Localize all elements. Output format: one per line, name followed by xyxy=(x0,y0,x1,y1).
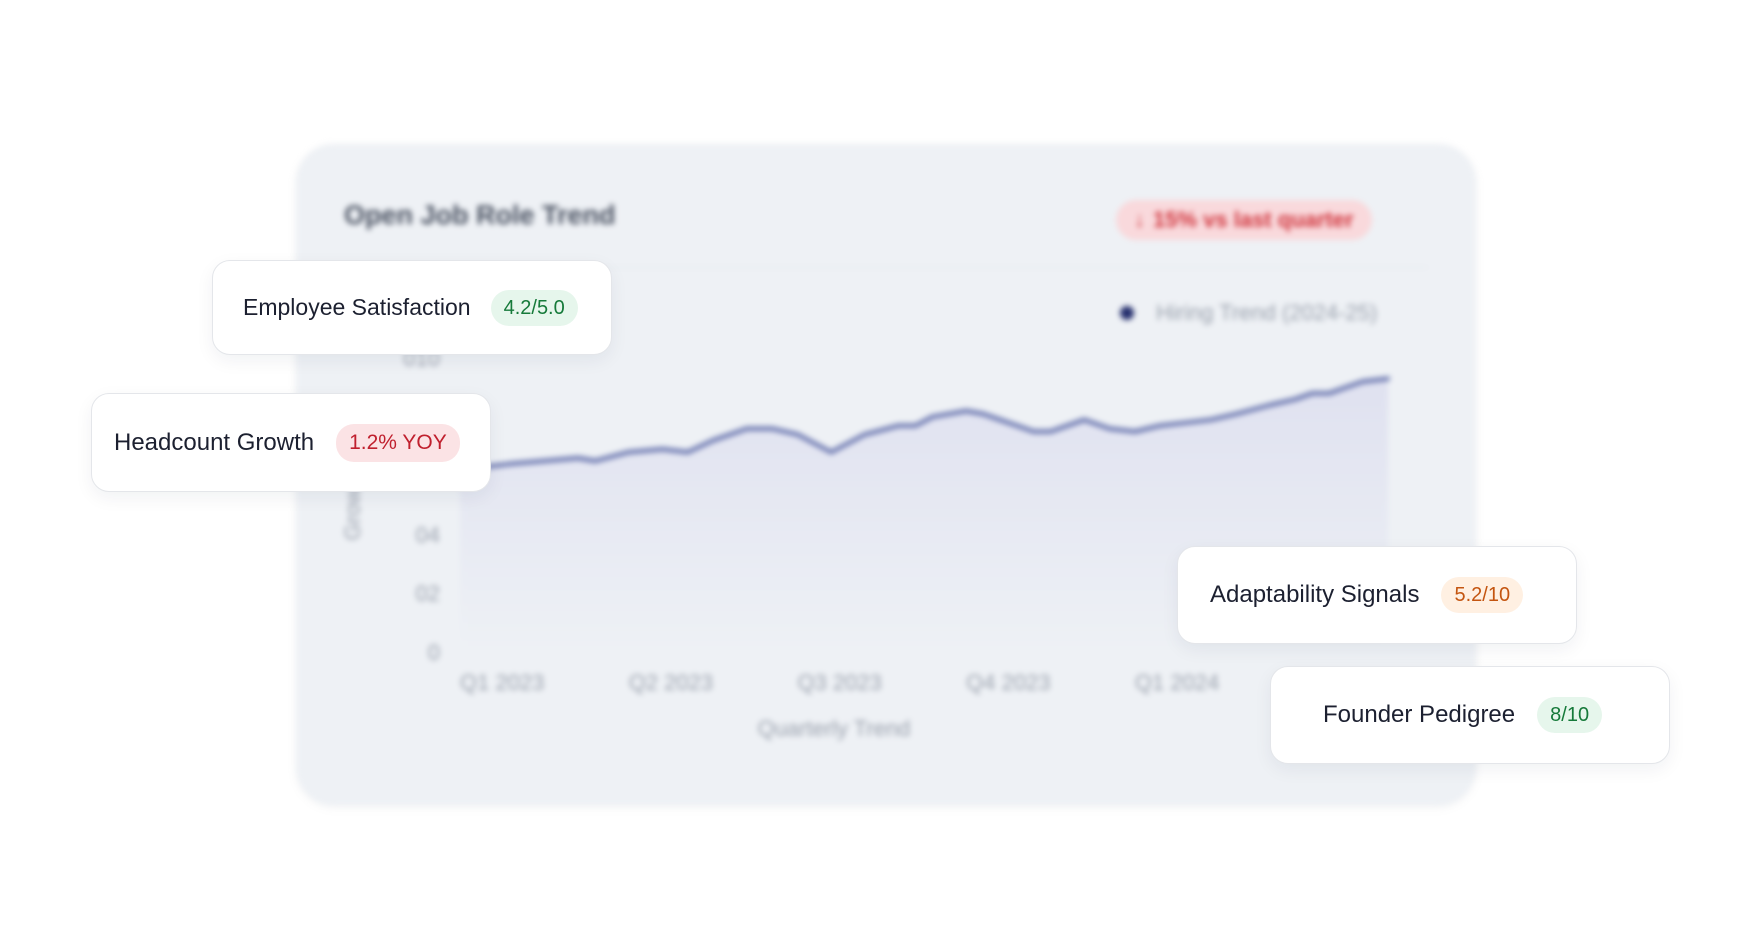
metric-badge: 5.2/10 xyxy=(1441,577,1524,613)
x-tick-label: Q1 2024 xyxy=(1135,670,1219,695)
x-tick-label: Q3 2023 xyxy=(797,670,881,695)
metric-badge: 8/10 xyxy=(1537,697,1603,733)
y-tick-label: 04 xyxy=(416,522,440,547)
series-area xyxy=(460,378,1388,652)
x-tick-label: Q4 2023 xyxy=(966,670,1050,695)
metric-card-founder-pedigree: Founder Pedigree 8/10 xyxy=(1270,666,1670,764)
metric-card-headcount-growth: Headcount Growth 1.2% YOY xyxy=(91,393,491,492)
trend-badge: ↓ 15% vs last quarter xyxy=(1116,200,1372,240)
chart-legend: Hiring Trend (2024-25) xyxy=(1120,300,1377,326)
metric-card-adaptability-signals: Adaptability Signals 5.2/10 xyxy=(1177,546,1577,644)
arrow-down-icon: ↓ xyxy=(1134,207,1145,232)
legend-dot-icon xyxy=(1120,306,1134,320)
chart-card: Open Job Role Trend ↓ 15% vs last quarte… xyxy=(296,144,1476,806)
metric-label: Headcount Growth xyxy=(114,428,315,456)
metric-label: Employee Satisfaction xyxy=(243,294,471,320)
metric-label: Founder Pedigree xyxy=(1323,701,1516,728)
metric-badge: 1.2% YOY xyxy=(336,423,460,462)
series-line xyxy=(458,376,1390,469)
card-divider xyxy=(344,267,1428,268)
x-axis-title: Quarterly Trend xyxy=(758,716,911,741)
x-tick-label: Q2 2023 xyxy=(629,670,713,695)
y-tick-label: 0 xyxy=(428,640,440,665)
metric-card-employee-satisfaction: Employee Satisfaction 4.2/5.0 xyxy=(212,260,612,355)
metric-badge: 4.2/5.0 xyxy=(490,289,578,326)
metric-label: Adaptability Signals xyxy=(1210,581,1420,608)
chart-title: Open Job Role Trend xyxy=(344,200,616,230)
y-tick-label: 02 xyxy=(416,581,440,606)
legend-label: Hiring Trend (2024-25) xyxy=(1156,300,1378,325)
trend-badge-text: 15% vs last quarter xyxy=(1153,207,1354,232)
x-tick-label: Q1 2023 xyxy=(460,670,544,695)
